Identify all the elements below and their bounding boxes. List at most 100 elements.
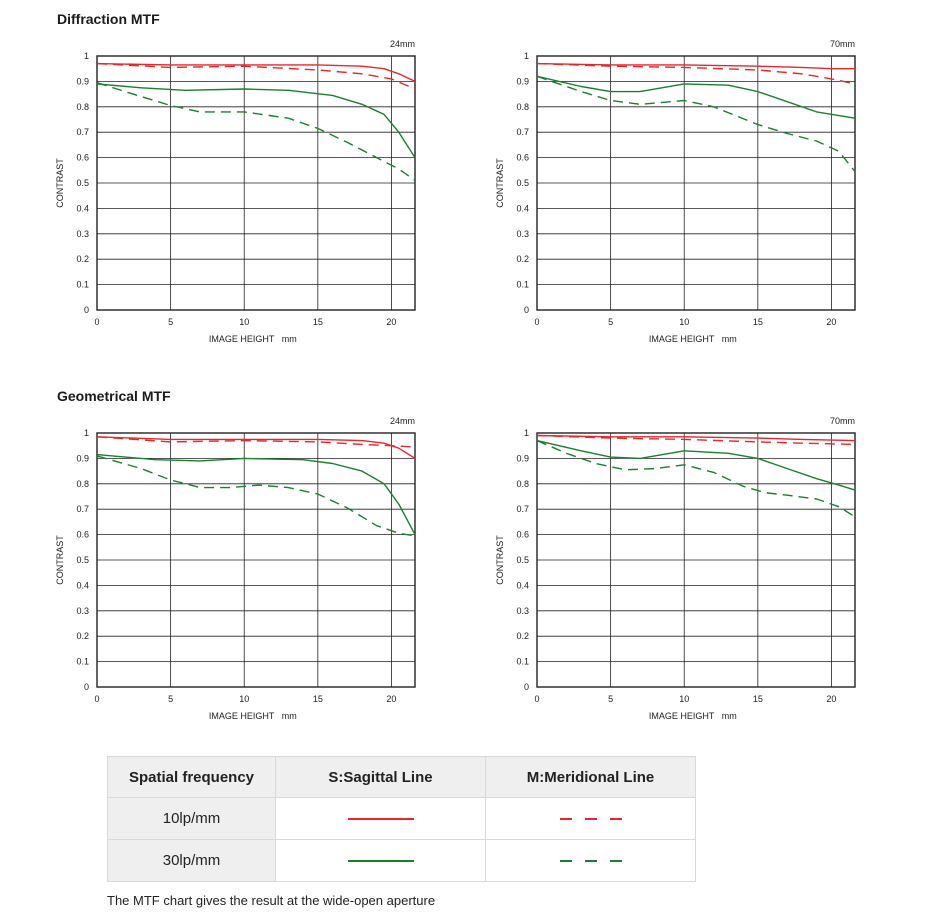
chart-0-series-m10 [96, 62, 416, 90]
chart-1-xtick-label: 0 [534, 317, 539, 327]
chart-0-ytick-label: 0.2 [76, 254, 89, 264]
chart-1-series-m10 [536, 62, 856, 85]
chart-1-y-axis-label: CONTRAST [495, 158, 505, 208]
chart-0-xtick-label: 0 [94, 317, 99, 327]
chart-1-ytick-label: 0 [524, 305, 529, 315]
chart-3-ytick-label: 0.2 [516, 631, 529, 641]
chart-3-x-axis-label: IMAGE HEIGHT mm [649, 711, 737, 721]
chart-0-xtick-label: 20 [386, 317, 396, 327]
chart-2-focal-length-label: 24mm [390, 416, 415, 426]
chart-1-ytick-label: 0.8 [516, 102, 529, 112]
chart-2-ytick-label: 0.1 [76, 657, 89, 667]
chart-2-series-s10 [96, 436, 416, 459]
chart-1-xtick-label: 10 [679, 317, 689, 327]
legend-meridional-10-line [559, 818, 622, 821]
legend-header-sagittal: S:Sagittal Line [275, 756, 486, 798]
legend-sagittal-10-line [347, 818, 414, 821]
chart-1-ytick-label: 0.7 [516, 127, 529, 137]
chart-3-xtick-label: 20 [826, 694, 836, 704]
chart-0-ytick-label: 1 [84, 51, 89, 61]
legend-sagittal-30-line [347, 860, 414, 863]
chart-3-xtick-label: 10 [679, 694, 689, 704]
chart-2-ytick-label: 0.8 [76, 479, 89, 489]
chart-1-ytick-label: 0.9 [516, 76, 529, 86]
chart-2-ytick-label: 0.5 [76, 555, 89, 565]
chart-1-series-m30 [536, 75, 856, 173]
mtf-legend-table: Spatial frequency S:Sagittal Line M:Meri… [107, 756, 696, 882]
chart-3-series-s30 [536, 439, 856, 491]
chart-1-ytick-label: 0.5 [516, 178, 529, 188]
chart-1-ytick-label: 0.1 [516, 280, 529, 290]
legend-row-30lp: 30lp/mm [107, 839, 696, 882]
chart-1-x-axis-label: IMAGE HEIGHT mm [649, 334, 737, 344]
chart-2-plot-frame [96, 432, 416, 688]
chart-0-series-s10 [96, 62, 416, 83]
chart-2-series-m30 [96, 455, 416, 537]
chart-2-xtick-label: 20 [386, 694, 396, 704]
chart-3-ytick-label: 0.7 [516, 504, 529, 514]
chart-0-ytick-label: 0.9 [76, 76, 89, 86]
chart-0-x-axis-label: IMAGE HEIGHT mm [209, 334, 297, 344]
chart-2-ytick-label: 0.2 [76, 631, 89, 641]
chart-1-xtick-label: 20 [826, 317, 836, 327]
chart-3-ytick-label: 1 [524, 428, 529, 438]
chart-2-xtick-label: 15 [313, 694, 323, 704]
chart-3-ytick-label: 0.9 [516, 453, 529, 463]
chart-3-plot-frame [536, 432, 856, 688]
chart-2-ytick-label: 0.6 [76, 530, 89, 540]
chart-0-ytick-label: 0.8 [76, 102, 89, 112]
chart-1-ytick-label: 0.3 [516, 229, 529, 239]
chart-2-ytick-label: 0.3 [76, 606, 89, 616]
chart-3-series-m30 [536, 439, 856, 518]
chart-2-xtick-label: 0 [94, 694, 99, 704]
legend-meridional-10-cell [485, 797, 696, 840]
chart-2-series-m10 [96, 436, 416, 448]
legend-header-meridional: M:Meridional Line [485, 756, 696, 798]
legend-header-frequency: Spatial frequency [107, 756, 276, 798]
chart-0-xtick-label: 10 [239, 317, 249, 327]
chart-3-ytick-label: 0.4 [516, 580, 529, 590]
chart-3-ytick-label: 0.8 [516, 479, 529, 489]
chart-0-plot-frame [96, 55, 416, 311]
chart-2-y-axis-label: CONTRAST [55, 535, 65, 585]
legend-meridional-30-cell [485, 839, 696, 882]
geometrical-mtf-title: Geometrical MTF [57, 388, 171, 404]
chart-3-series-s10 [536, 434, 856, 442]
chart-3-y-axis-label: CONTRAST [495, 535, 505, 585]
chart-1-xtick-label: 15 [753, 317, 763, 327]
chart-1-focal-length-label: 70mm [830, 39, 855, 49]
chart-3-focal-length-label: 70mm [830, 416, 855, 426]
diffraction-mtf-title: Diffraction MTF [57, 11, 160, 27]
chart-3-xtick-label: 15 [753, 694, 763, 704]
chart-1-series-s30 [536, 75, 856, 119]
chart-0-ytick-label: 0.4 [76, 203, 89, 213]
chart-0-ytick-label: 0.6 [76, 153, 89, 163]
chart-0-ytick-label: 0.5 [76, 178, 89, 188]
chart-3-ytick-label: 0.5 [516, 555, 529, 565]
footnote: The MTF chart gives the result at the wi… [107, 893, 436, 908]
chart-3-xtick-label: 5 [608, 694, 613, 704]
chart-2-ytick-label: 0.9 [76, 453, 89, 463]
chart-1-ytick-label: 0.6 [516, 153, 529, 163]
legend-header-row: Spatial frequency S:Sagittal Line M:Meri… [107, 756, 696, 798]
chart-2-xtick-label: 10 [239, 694, 249, 704]
legend-meridional-30-line [559, 860, 622, 863]
chart-0-xtick-label: 5 [168, 317, 173, 327]
chart-3-ytick-label: 0.6 [516, 530, 529, 540]
chart-3-ytick-label: 0.3 [516, 606, 529, 616]
chart-2-ytick-label: 0 [84, 682, 89, 692]
legend-row-30lp-label: 30lp/mm [107, 839, 276, 882]
chart-0-ytick-label: 0.7 [76, 127, 89, 137]
chart-1-ytick-label: 0.4 [516, 203, 529, 213]
chart-0-series-m30 [96, 82, 416, 182]
chart-2-ytick-label: 1 [84, 428, 89, 438]
chart-2-ytick-label: 0.4 [76, 580, 89, 590]
chart-1-xtick-label: 5 [608, 317, 613, 327]
chart-2-ytick-label: 0.7 [76, 504, 89, 514]
chart-0-ytick-label: 0.3 [76, 229, 89, 239]
chart-0-series-s30 [96, 83, 416, 158]
legend-row-10lp-label: 10lp/mm [107, 797, 276, 840]
